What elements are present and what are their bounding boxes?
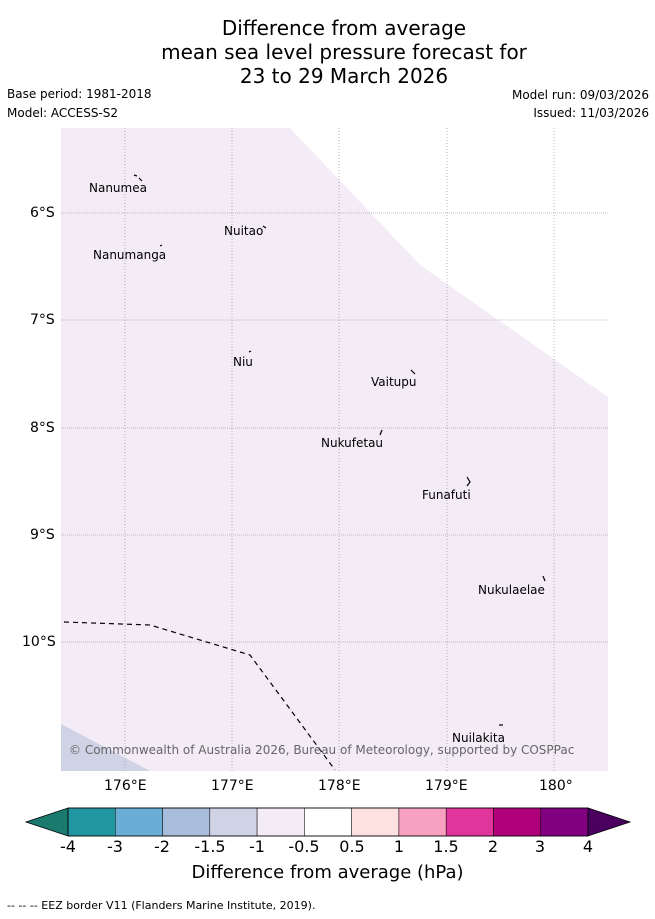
lat-label-9s: 9°S [30,527,55,543]
chart-title: Difference from average mean sea level p… [0,16,655,88]
island-nanumanga [159,244,163,247]
title-line-1: Difference from average [221,16,467,40]
island-niu [248,350,252,353]
colorbar-right-arrow [587,807,632,837]
cbar-tick-5: -0.5 [288,837,320,856]
island-nukufetau [379,429,383,436]
eez-footnote: -- -- -- EEZ border V11 (Flanders Marine… [7,899,316,912]
issued-text: Issued: 11/03/2026 [533,106,649,120]
colorbar-segment [398,807,447,837]
lon-label-180: 180° [539,778,573,794]
colorbar-segment [445,807,494,837]
copyright-credit: © Commonwealth of Australia 2026, Bureau… [69,743,575,757]
place-label-niu: Niu [233,355,253,369]
island-vaitupu [410,369,416,375]
colorbar-title: Difference from average (hPa) [191,862,464,883]
title-line-3: 23 to 29 March 2026 [239,64,449,88]
lat-label-6s: 6°S [30,205,55,221]
base-period-text: Base period: 1981-2018 [7,87,152,101]
colorbar-segment [351,807,400,837]
colorbar-segment [256,807,305,837]
place-label-nukulaelae: Nukulaelae [478,583,545,597]
lon-label-178e: 178°E [318,778,361,794]
cbar-tick-4: -1 [249,837,265,856]
eez-border-line [63,621,336,771]
cbar-tick-8: 1.5 [433,837,459,856]
island-funafuti [466,476,471,487]
colorbar-segment [209,807,258,837]
place-label-nanumanga: Nanumanga [93,248,167,262]
cbar-tick-6: 0.5 [339,837,365,856]
colorbar-segment [540,807,589,837]
place-label-nukufetau: Nukufetau [321,436,384,450]
cbar-tick-3: -1.5 [194,837,226,856]
place-label-nuitao: Nuitao [224,224,264,238]
model-text: Model: ACCESS-S2 [7,106,119,120]
place-label-nanumea: Nanumea [89,181,147,195]
low-anomaly-fill [61,724,150,771]
cbar-tick-2: -2 [154,837,170,856]
colorbar-segment [493,807,541,837]
cbar-tick-9: 2 [487,837,499,856]
colorbar-segment [162,807,211,837]
colorbar-segment [115,807,163,837]
main-pressure-fill [61,128,608,771]
island-nukulaelae [542,575,546,582]
cbar-tick-7: 1 [393,837,405,856]
lat-label-10s: 10°S [22,634,56,650]
graticule [61,128,608,771]
lat-label-7s: 7°S [30,312,55,328]
island-shapes [133,174,546,726]
colorbar-left-arrow [24,807,69,837]
lon-label-177e: 177°E [211,778,254,794]
island-nanumea [133,174,143,182]
cbar-tick-1: -3 [107,837,123,856]
lon-label-176e: 176°E [104,778,147,794]
cbar-tick-0: -4 [60,837,76,856]
colorbar-segment [304,807,352,837]
island-nuitao [262,225,267,229]
colorbar-segment [67,807,116,837]
title-line-2: mean sea level pressure forecast for [161,40,527,64]
colorbar-outline [67,807,589,837]
place-label-funafuti: Funafuti [422,488,471,502]
lon-label-179e: 179°E [425,778,468,794]
place-label-vaitupu: Vaitupu [371,375,417,389]
place-label-nuilakita: Nuilakita [452,731,505,745]
cbar-tick-11: 4 [582,837,594,856]
model-run-text: Model run: 09/03/2026 [511,88,649,102]
cbar-tick-10: 3 [534,837,546,856]
colorbar-segments [67,807,589,837]
lat-label-8s: 8°S [30,420,55,436]
